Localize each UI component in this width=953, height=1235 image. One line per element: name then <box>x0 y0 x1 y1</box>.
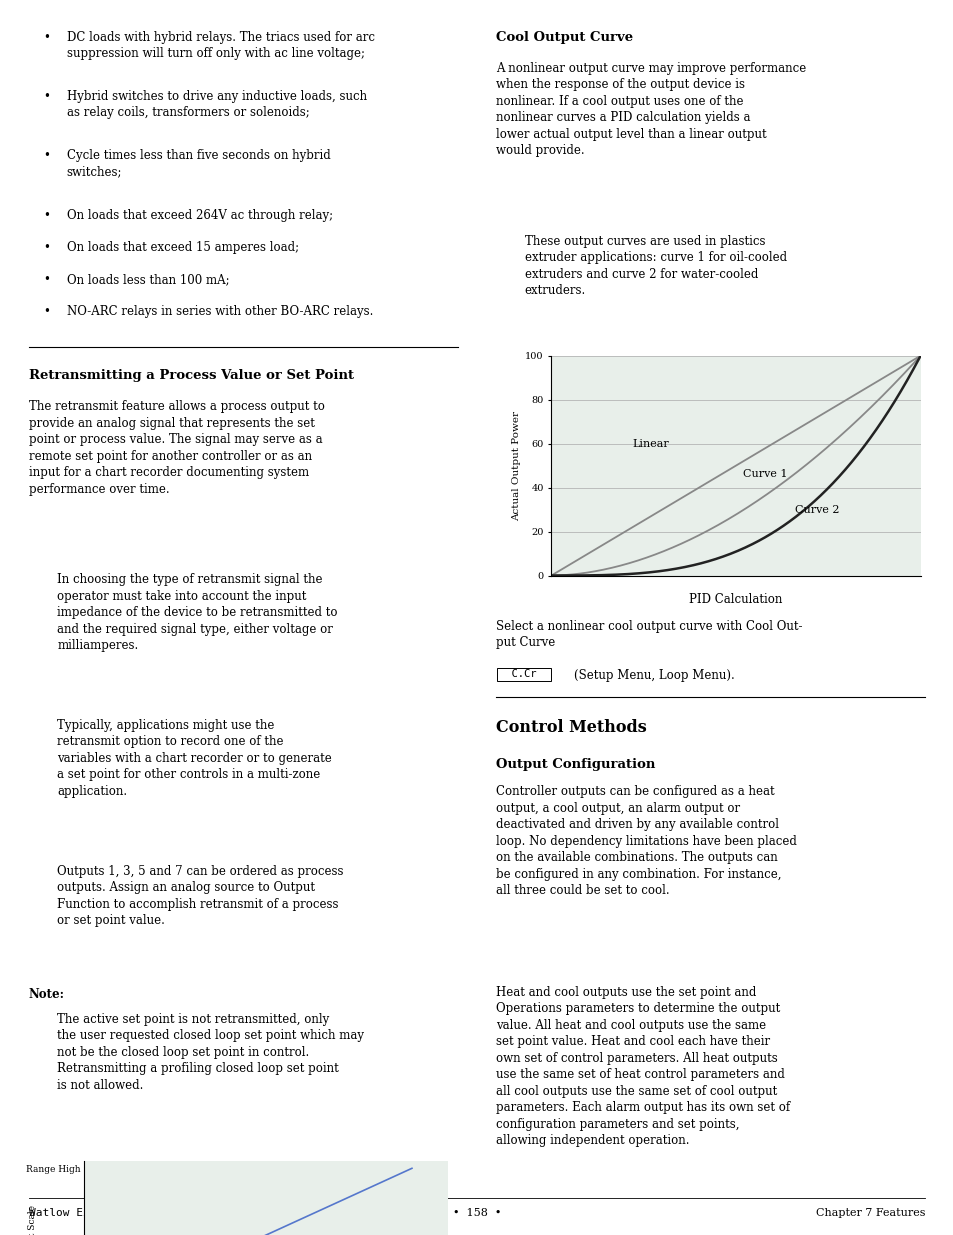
Text: •  158  •: • 158 • <box>453 1208 500 1218</box>
Text: •: • <box>43 241 50 254</box>
Text: •: • <box>43 90 50 104</box>
Text: Linear: Linear <box>632 438 669 448</box>
Text: DC loads with hybrid relays. The triacs used for arc
suppression will turn off o: DC loads with hybrid relays. The triacs … <box>67 31 375 59</box>
Y-axis label: Actual Output Power: Actual Output Power <box>512 410 520 521</box>
Text: Output Configuration: Output Configuration <box>496 758 655 772</box>
Text: ®: ® <box>132 1200 140 1210</box>
Text: •: • <box>43 305 50 319</box>
Text: On loads less than 100 mA;: On loads less than 100 mA; <box>67 273 229 287</box>
Text: C.Cr: C.Cr <box>498 669 548 679</box>
Text: A nonlinear output curve may improve performance
when the response of the output: A nonlinear output curve may improve per… <box>496 62 805 157</box>
Text: (Setup Menu, Loop Menu).: (Setup Menu, Loop Menu). <box>574 669 735 683</box>
Text: Cycle times less than five seconds on hybrid
switches;: Cycle times less than five seconds on hy… <box>67 149 330 178</box>
Text: •: • <box>43 31 50 44</box>
Text: Curve 2: Curve 2 <box>794 505 839 515</box>
Text: PID Calculation: PID Calculation <box>689 593 781 606</box>
Text: Curve 1: Curve 1 <box>742 469 787 479</box>
Text: Typically, applications might use the
retransmit option to record one of the
var: Typically, applications might use the re… <box>57 719 332 798</box>
Text: Control Methods: Control Methods <box>496 719 646 736</box>
Text: The active set point is not retransmitted, only
the user requested closed loop s: The active set point is not retransmitte… <box>57 1013 364 1092</box>
Text: In choosing the type of retransmit signal the
operator must take into account th: In choosing the type of retransmit signa… <box>57 573 337 652</box>
Text: On loads that exceed 264V ac through relay;: On loads that exceed 264V ac through rel… <box>67 209 333 222</box>
Text: Cool Output Curve: Cool Output Curve <box>496 31 633 44</box>
Text: Note:: Note: <box>29 988 65 1002</box>
Text: Retransmitting a Process Value or Set Point: Retransmitting a Process Value or Set Po… <box>29 369 354 383</box>
Text: Outputs 1, 3, 5 and 7 can be ordered as process
outputs. Assign an analog source: Outputs 1, 3, 5 and 7 can be ordered as … <box>57 864 343 927</box>
Text: •: • <box>43 149 50 163</box>
Text: The retransmit feature allows a process output to
provide an analog signal that : The retransmit feature allows a process … <box>29 400 324 495</box>
Text: Watlow EZ-ZONE: Watlow EZ-ZONE <box>29 1208 123 1218</box>
Text: On loads that exceed 15 amperes load;: On loads that exceed 15 amperes load; <box>67 241 298 254</box>
Text: •: • <box>43 273 50 287</box>
Text: NO-ARC relays in series with other BO-ARC relays.: NO-ARC relays in series with other BO-AR… <box>67 305 373 319</box>
Text: Chapter 7 Features: Chapter 7 Features <box>815 1208 924 1218</box>
Text: Output Scale: Output Scale <box>29 1205 37 1235</box>
Text: Select a nonlinear cool output curve with Cool Out-
put Curve: Select a nonlinear cool output curve wit… <box>496 620 801 650</box>
Text: RMC Module: RMC Module <box>143 1208 217 1218</box>
Text: Range High: Range High <box>26 1166 80 1174</box>
Text: Heat and cool outputs use the set point and
Operations parameters to determine t: Heat and cool outputs use the set point … <box>496 986 789 1147</box>
Text: Hybrid switches to drive any inductive loads, such
as relay coils, transformers : Hybrid switches to drive any inductive l… <box>67 90 367 119</box>
Text: Controller outputs can be configured as a heat
output, a cool output, an alarm o: Controller outputs can be configured as … <box>496 785 796 898</box>
Text: •: • <box>43 209 50 222</box>
Text: These output curves are used in plastics
extruder applications: curve 1 for oil-: These output curves are used in plastics… <box>524 235 786 298</box>
